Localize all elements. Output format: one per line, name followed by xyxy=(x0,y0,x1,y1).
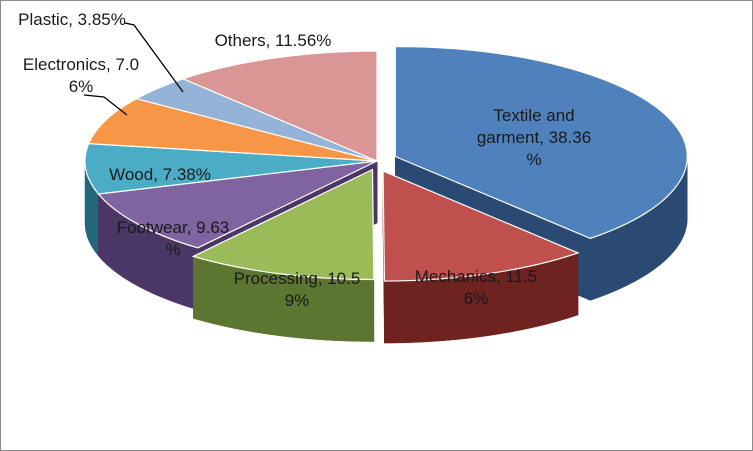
slice-processing xyxy=(191,168,375,281)
slice-electronics xyxy=(87,98,378,162)
leader-line-electronics xyxy=(83,94,128,116)
data-label-plastic: Plastic, 3.85% xyxy=(18,10,126,29)
slice-footwear xyxy=(97,160,378,249)
data-label-processing: Processing, 10.5 9% xyxy=(234,269,361,310)
label-leaders xyxy=(83,22,184,116)
slice-others xyxy=(181,50,378,162)
data-label-mechanics: Mechanics, 11.5 6% xyxy=(415,267,538,308)
data-label-electronics: Electronics, 7.0 6% xyxy=(23,55,139,96)
slice-mechanics xyxy=(382,170,580,282)
pie-tops xyxy=(84,45,688,282)
data-label-others: Others, 11.56% xyxy=(215,31,332,50)
slice-wood xyxy=(84,142,378,195)
data-label-textile-and-garment: Textile and garment, 38.36% xyxy=(477,106,591,169)
slice-textile-and-garment xyxy=(394,45,688,240)
data-labels: Textile and garment, 38.36 % Mechanics, 11.… xyxy=(18,10,591,310)
data-label-wood: Wood, 7.38% xyxy=(109,165,211,184)
leader-line-plastic xyxy=(124,22,184,93)
data-label-footwear: Footwear, 9.63% xyxy=(117,218,229,259)
